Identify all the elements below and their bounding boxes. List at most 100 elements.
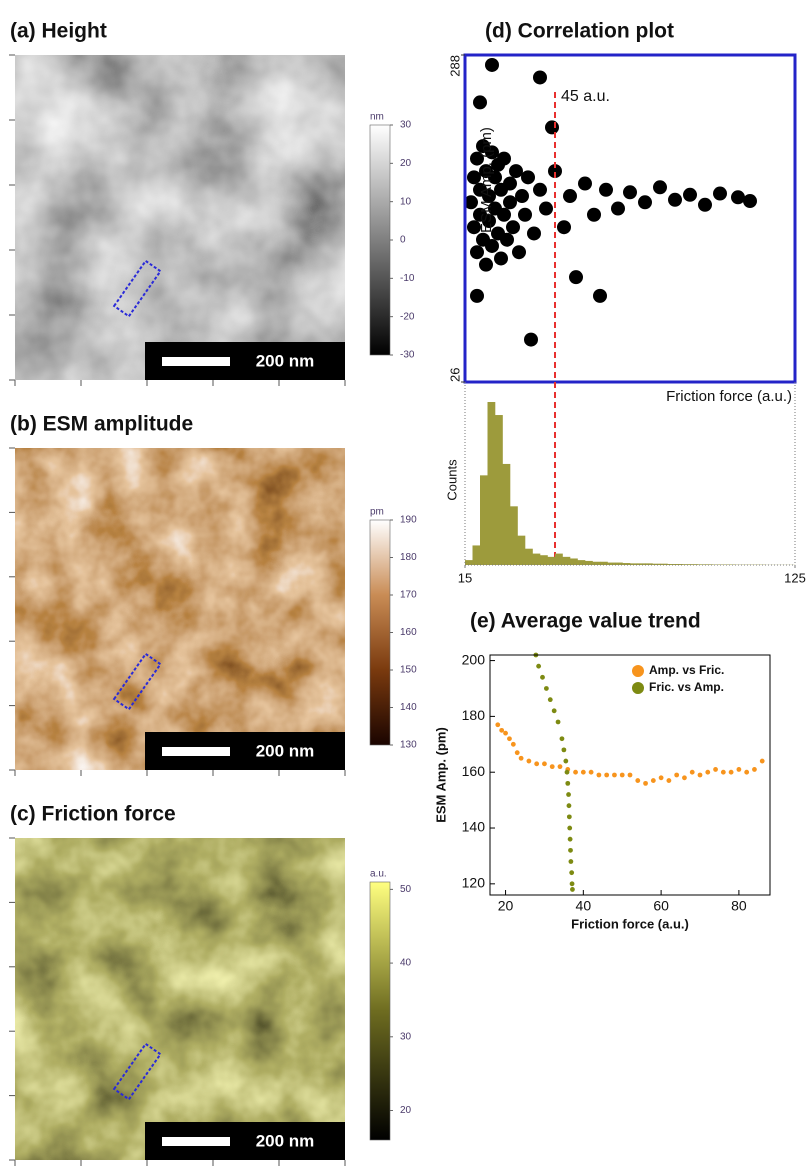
afm-image	[15, 838, 345, 1160]
y-tick-label: 180	[462, 707, 486, 723]
colorbar-tick-label: 20	[400, 158, 412, 169]
data-point	[580, 769, 586, 775]
region-box	[112, 259, 162, 318]
colorbar-tick-label: -30	[400, 350, 415, 361]
data-point	[542, 761, 547, 767]
data-point	[705, 769, 711, 775]
histogram-bar	[480, 475, 488, 565]
data-point	[720, 769, 726, 775]
data-point	[623, 185, 637, 200]
colorbar-label: pm	[370, 507, 384, 518]
histogram-bar	[615, 562, 623, 565]
panel-title: (b) ESM amplitude	[10, 413, 193, 436]
data-point	[593, 288, 607, 303]
panel-title: (c) Friction force	[10, 803, 176, 826]
data-point	[503, 176, 517, 191]
data-point	[569, 881, 575, 887]
plot-frame	[463, 53, 797, 384]
colorbar	[369, 124, 391, 356]
colorbar-tick-label: 170	[400, 590, 417, 601]
data-point	[573, 769, 578, 775]
data-point	[565, 780, 571, 786]
data-point	[713, 767, 718, 772]
scale-bar	[162, 747, 230, 756]
data-point	[698, 197, 712, 212]
y-axis-label: Counts	[444, 459, 459, 501]
data-point	[549, 764, 555, 770]
data-point	[713, 186, 727, 201]
histogram-bar	[562, 556, 571, 565]
data-point	[569, 870, 575, 876]
legend-marker	[632, 665, 644, 677]
data-point	[611, 201, 625, 216]
data-point	[759, 758, 765, 764]
data-point	[540, 674, 545, 680]
data-point	[499, 727, 505, 733]
data-point	[604, 772, 610, 778]
x-tick-label: 40	[576, 898, 592, 914]
panel-title: (e) Average value trend	[470, 610, 701, 633]
histogram-bar	[570, 558, 578, 565]
x-axis-label: Friction force (a.u.)	[666, 388, 792, 405]
data-point	[650, 778, 656, 783]
histogram-bar	[510, 506, 518, 565]
histogram-bar	[502, 463, 511, 565]
colorbar-tick-label: 20	[400, 1105, 412, 1116]
data-point	[548, 164, 562, 179]
data-point	[495, 722, 501, 728]
data-point	[683, 187, 697, 202]
data-point	[536, 663, 542, 669]
data-point	[674, 772, 680, 778]
data-point	[570, 887, 575, 892]
histogram-bar	[592, 561, 601, 565]
histogram-bar	[577, 560, 586, 565]
data-point	[567, 825, 573, 831]
histogram-bar	[667, 564, 676, 565]
data-point	[479, 257, 493, 272]
data-point	[666, 778, 672, 783]
data-point	[627, 772, 633, 778]
colorbar-tick-label: 40	[400, 958, 412, 969]
data-point	[539, 201, 553, 216]
data-point	[512, 245, 526, 260]
histogram-bar	[682, 564, 691, 565]
data-point	[566, 814, 572, 820]
histogram-bar	[607, 562, 616, 565]
histogram-bar	[472, 545, 481, 565]
data-point	[503, 195, 517, 210]
x-tick-label: 20	[498, 898, 514, 914]
colorbar-tick-label: 180	[400, 552, 417, 563]
data-point	[567, 836, 573, 842]
y-tick-label: 200	[462, 651, 486, 667]
colorbar-tick-label: 130	[400, 740, 417, 751]
y-tick-label: 120	[462, 875, 486, 891]
colorbar-tick-label: 190	[400, 515, 417, 526]
x-tick-label: 15	[458, 570, 472, 585]
data-point	[510, 741, 516, 747]
histogram-bar	[532, 553, 541, 565]
data-point	[485, 238, 499, 253]
data-point	[599, 182, 613, 197]
data-point	[485, 57, 499, 72]
x-tick-label: 125	[784, 570, 806, 585]
histogram-bar	[630, 563, 638, 565]
data-point	[743, 194, 757, 209]
y-tick-label: 26	[447, 368, 462, 382]
data-point	[507, 736, 512, 742]
scale-bar	[162, 1137, 230, 1146]
region-box	[112, 1042, 162, 1101]
data-point	[559, 736, 565, 742]
histogram-bar	[600, 561, 608, 565]
data-point	[547, 697, 553, 703]
scale-bar-label: 200 nm	[256, 1131, 315, 1150]
y-axis-label: ESM Amp. (pm)	[478, 127, 495, 233]
y-axis-label: ESM Amp. (pm)	[433, 727, 448, 823]
data-point	[568, 859, 574, 864]
afm-image	[15, 55, 345, 380]
histogram-bar	[660, 563, 668, 565]
colorbar-tick-label: 160	[400, 627, 417, 638]
y-tick-label: 140	[462, 819, 486, 835]
x-axis-label: Friction force (a.u.)	[571, 916, 689, 931]
data-point	[612, 772, 617, 778]
colorbar-tick-label: 140	[400, 702, 417, 713]
